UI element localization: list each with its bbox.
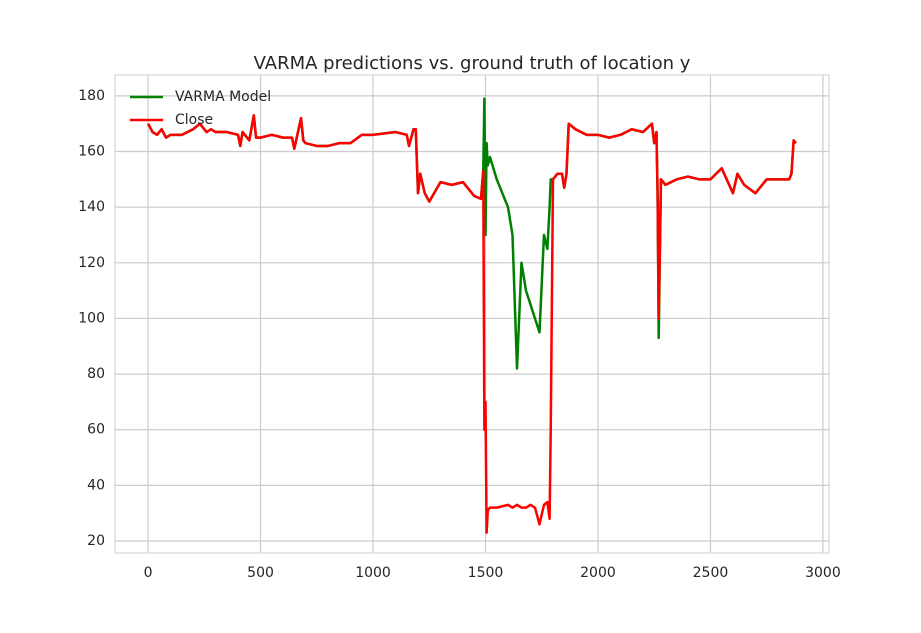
- legend-label: Close: [175, 112, 213, 128]
- chart-title: VARMA predictions vs. ground truth of lo…: [254, 53, 691, 74]
- y-tick-label: 180: [78, 88, 105, 104]
- data-line: [146, 114, 797, 534]
- legend-label: VARMA Model: [175, 89, 271, 105]
- x-tick-label: 0: [144, 565, 153, 581]
- x-tick-label: 500: [247, 565, 274, 581]
- y-tick-label: 160: [78, 144, 105, 160]
- y-tick-label: 120: [78, 255, 105, 271]
- x-tick-label: 3000: [805, 565, 841, 581]
- y-tick-label: 80: [87, 366, 105, 382]
- y-tick-label: 20: [87, 533, 105, 549]
- y-tick-label: 140: [78, 199, 105, 215]
- y-tick-label: 60: [87, 422, 105, 438]
- x-tick-label: 1000: [355, 565, 391, 581]
- y-tick-label: 40: [87, 477, 105, 493]
- x-tick-label: 1500: [468, 565, 504, 581]
- x-tick-label: 2000: [580, 565, 616, 581]
- y-tick-label: 100: [78, 310, 105, 326]
- x-tick-label: 2500: [693, 565, 729, 581]
- plot-area: [114, 74, 830, 554]
